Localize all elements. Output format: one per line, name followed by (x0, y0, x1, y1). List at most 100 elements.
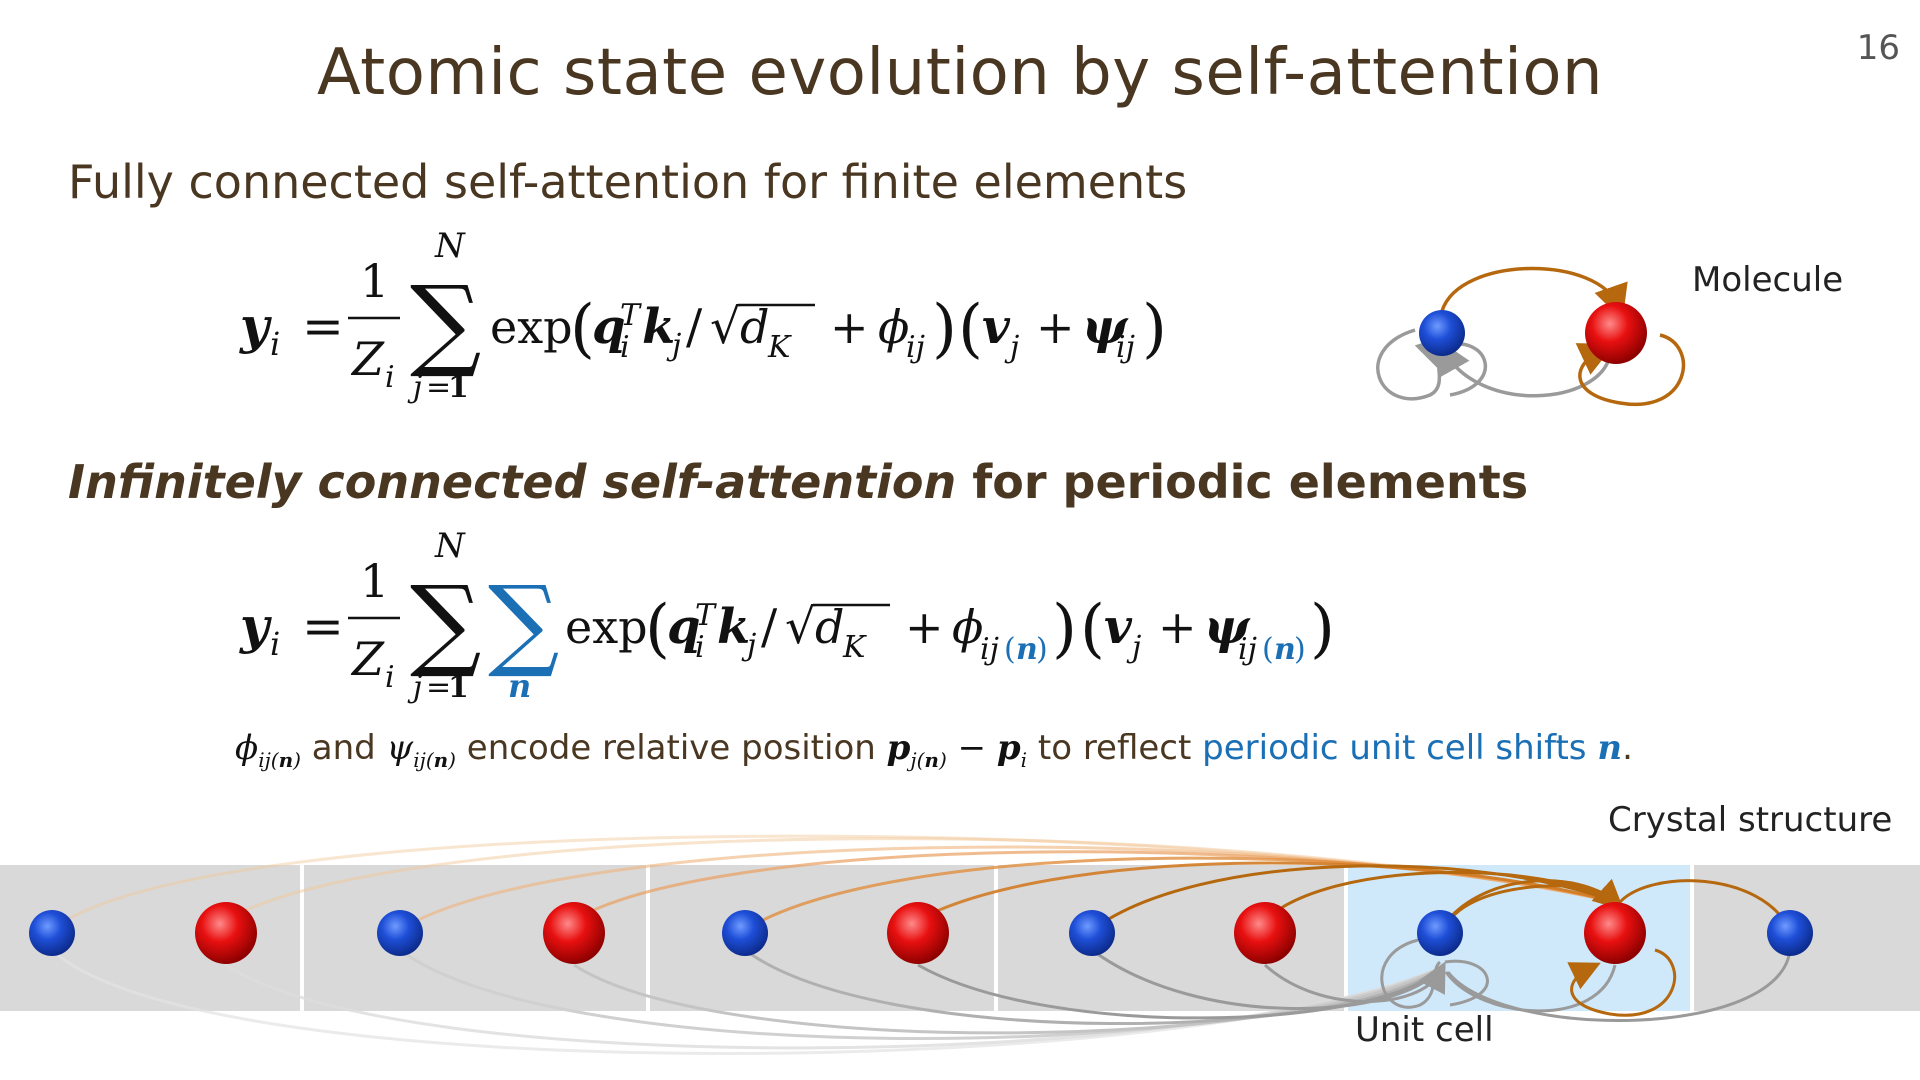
svg-text:n: n (508, 667, 531, 705)
svg-text:d: d (815, 600, 844, 654)
svg-text:q: q (592, 299, 626, 355)
svg-text:Z: Z (350, 632, 385, 686)
svg-text:exp: exp (565, 600, 648, 654)
atom-blue (722, 910, 768, 956)
svg-text:(: ( (1080, 592, 1105, 666)
svg-text:K: K (767, 330, 792, 365)
svg-text:/: / (686, 299, 703, 355)
svg-text:(: ( (645, 592, 670, 666)
svg-text:ψ: ψ (1082, 299, 1129, 355)
svg-text:i: i (270, 625, 280, 663)
svg-text:): ) (1036, 632, 1048, 667)
svg-text:i: i (385, 360, 395, 395)
note-text-5: . (1622, 728, 1633, 768)
atom-blue (1419, 310, 1465, 356)
svg-text:d: d (740, 300, 769, 354)
section2-heading: Infinitely connected self-attention for … (68, 455, 1528, 509)
crystal-structure-label: Crystal structure (1608, 800, 1893, 840)
note-text-2: encode relative position (455, 728, 887, 768)
svg-text:=: = (426, 670, 451, 705)
molecule-diagram (1376, 266, 1686, 407)
svg-text:k: k (642, 299, 675, 355)
cell-dividers (300, 865, 1694, 1011)
svg-text:i: i (695, 630, 705, 665)
svg-text:): ) (1052, 592, 1077, 666)
svg-text:+: + (1158, 600, 1197, 654)
svg-text:1: 1 (448, 670, 469, 705)
svg-text:y: y (239, 296, 272, 355)
atom-blue (1767, 910, 1813, 956)
svg-text:=: = (426, 370, 451, 405)
svg-text:q: q (667, 599, 701, 655)
svg-text:(: ( (1004, 632, 1016, 667)
section2-heading-italic: Infinitely connected self-attention (68, 455, 957, 509)
svg-text:=: = (302, 597, 344, 655)
svg-text:N: N (434, 226, 466, 266)
svg-text:K: K (842, 630, 867, 665)
crystal-diagram (0, 834, 1920, 1056)
svg-text:=: = (302, 297, 344, 355)
svg-text:i: i (385, 660, 395, 695)
svg-text:1: 1 (360, 254, 389, 308)
atom-red (887, 902, 949, 964)
svg-text:ij: ij (980, 632, 999, 667)
svg-text:ϕ: ϕ (952, 600, 983, 654)
svg-text:ϕ: ϕ (878, 300, 909, 354)
svg-text:/: / (761, 599, 778, 655)
svg-text:√: √ (710, 299, 741, 355)
svg-text:(: ( (570, 292, 595, 366)
svg-text:): ) (1310, 592, 1335, 666)
svg-text:∑: ∑ (410, 564, 481, 681)
svg-text:1: 1 (360, 554, 389, 608)
svg-text:∑: ∑ (488, 564, 559, 681)
svg-text:1: 1 (448, 370, 469, 405)
svg-text:(: ( (958, 292, 983, 366)
svg-text:(: ( (1262, 632, 1274, 667)
svg-text:ij: ij (906, 330, 925, 365)
svg-text:+: + (830, 300, 869, 354)
equation-periodic: y i = 1 Z i N ∑ j = 1 ∑ n exp ( q T i k … (239, 526, 1335, 705)
atom-red (195, 902, 257, 964)
svg-text:v: v (982, 299, 1011, 355)
svg-text:): ) (932, 292, 957, 366)
svg-text:n: n (1274, 632, 1296, 667)
svg-text:T: T (695, 598, 717, 633)
atom-blue (29, 910, 75, 956)
svg-text:+: + (905, 600, 944, 654)
atom-blue-unit-cell (1417, 910, 1463, 956)
edge-blue-to-red (1440, 266, 1628, 321)
svg-text:+: + (1036, 300, 1075, 354)
svg-text:ψ: ψ (1204, 599, 1251, 655)
unit-cell-label: Unit cell (1355, 1010, 1494, 1050)
note-text-4: periodic unit cell shifts (1202, 728, 1598, 768)
svg-text:ij: ij (1238, 632, 1257, 667)
svg-text:T: T (620, 298, 642, 333)
explanation-note: ϕij(n) and ψij(n) encode relative positi… (235, 728, 1633, 772)
svg-text:n: n (1016, 632, 1038, 667)
atom-red (543, 902, 605, 964)
svg-text:exp: exp (490, 300, 573, 354)
svg-text:ij: ij (1116, 330, 1135, 365)
svg-text:k: k (717, 599, 750, 655)
svg-text:Z: Z (350, 332, 385, 386)
section2-heading-rest: for periodic elements (956, 455, 1529, 509)
svg-text:N: N (434, 526, 466, 566)
equation-finite: y i = 1 Z i N ∑ j = 1 exp ( q T i k j / … (239, 226, 1167, 405)
atom-blue (1069, 910, 1115, 956)
atom-red-unit-cell (1584, 902, 1646, 964)
svg-text:): ) (1294, 632, 1306, 667)
page-number: 16 (1856, 28, 1900, 68)
svg-text:y: y (239, 596, 272, 655)
section1-heading: Fully connected self-attention for finit… (68, 155, 1188, 209)
svg-text:v: v (1104, 599, 1133, 655)
note-text-3: to reflect (1037, 728, 1203, 768)
svg-text:i: i (270, 325, 280, 363)
slide-title: Atomic state evolution by self-attention (316, 36, 1604, 110)
edge-red-self (1575, 333, 1686, 407)
svg-text:i: i (620, 330, 630, 365)
atom-blue (377, 910, 423, 956)
note-text-1: and (300, 728, 387, 768)
svg-text:∑: ∑ (410, 264, 481, 381)
svg-text:): ) (1142, 292, 1167, 366)
atom-red (1234, 902, 1296, 964)
